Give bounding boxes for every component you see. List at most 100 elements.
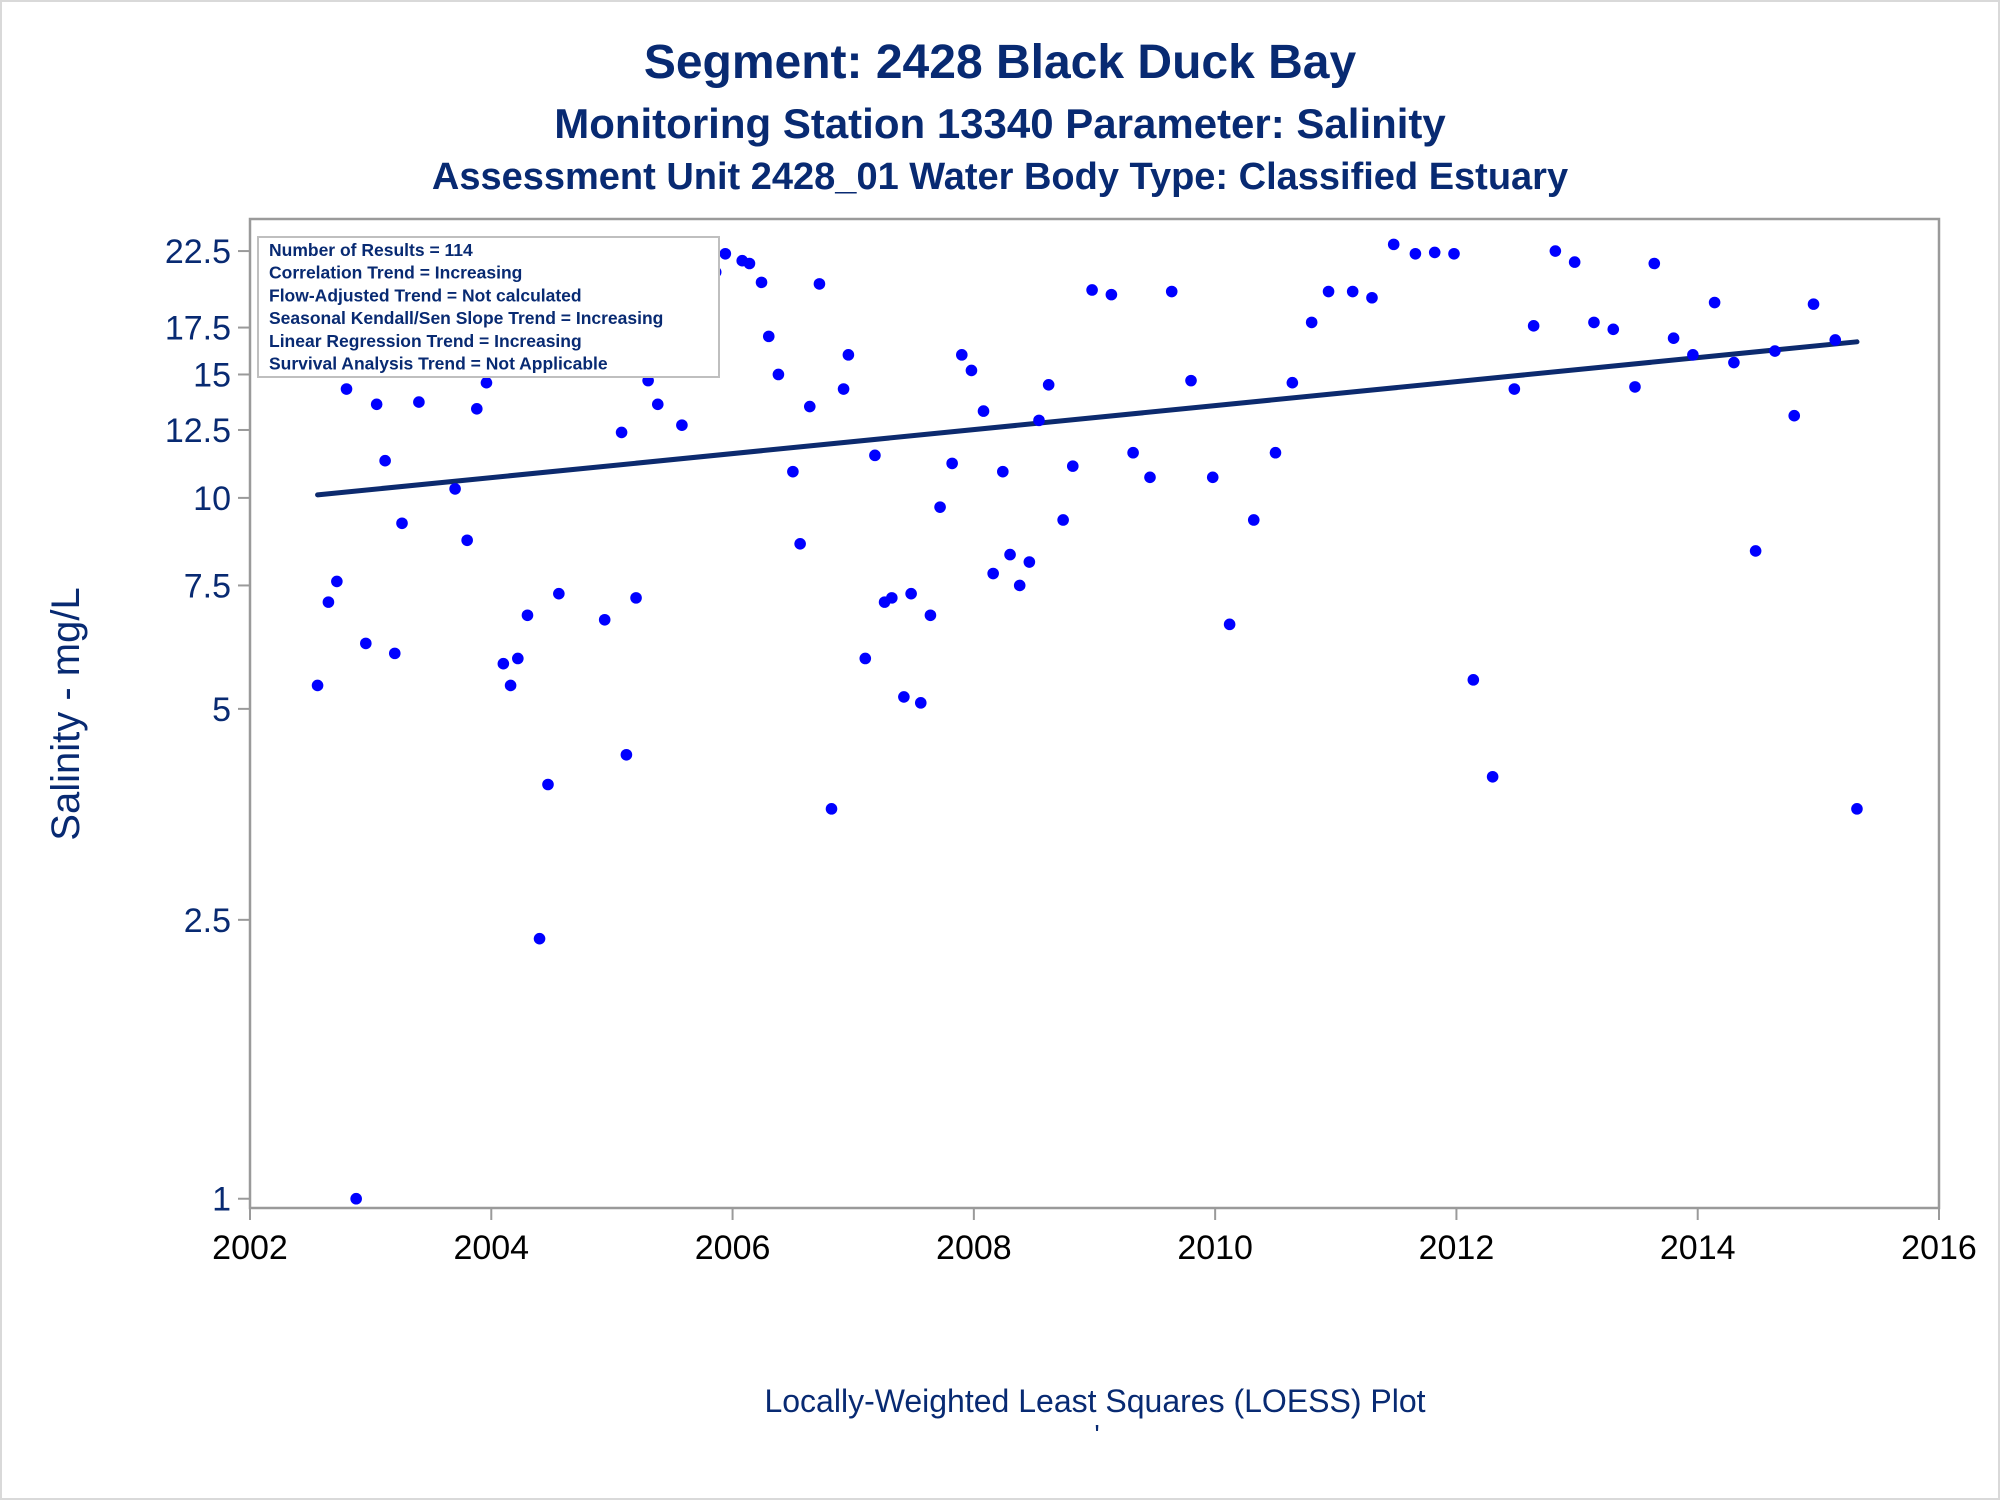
data-point bbox=[803, 400, 816, 413]
data-point bbox=[1467, 674, 1480, 686]
data-point bbox=[1588, 316, 1600, 329]
data-point bbox=[676, 419, 688, 431]
data-point bbox=[1247, 514, 1260, 526]
y-tick-label: 22.5 bbox=[165, 233, 231, 271]
data-point bbox=[388, 647, 401, 660]
data-point bbox=[886, 592, 898, 604]
data-point bbox=[898, 691, 910, 703]
data-point bbox=[934, 501, 946, 513]
data-point bbox=[331, 575, 343, 588]
data-point bbox=[787, 465, 799, 478]
data-point bbox=[553, 587, 565, 600]
data-point bbox=[1033, 414, 1045, 427]
data-point bbox=[1687, 349, 1699, 361]
stats-line: Flow-Adjusted Trend = Not calculated bbox=[269, 285, 582, 305]
data-point bbox=[598, 613, 611, 626]
data-point bbox=[1568, 256, 1581, 268]
stats-box: Number of Results = 114 Correlation Trend… bbox=[257, 236, 720, 378]
data-point bbox=[379, 454, 391, 467]
data-point bbox=[449, 483, 461, 495]
data-point bbox=[1749, 545, 1762, 557]
data-point bbox=[1428, 246, 1441, 259]
x-tick-label: 2012 bbox=[1419, 1229, 1495, 1267]
data-point bbox=[1807, 298, 1820, 310]
chart-subtitle-unit: Assessment Unit 2428_01 Water Body Type:… bbox=[431, 156, 1569, 198]
data-point bbox=[1708, 296, 1721, 309]
x-tick-label: 2004 bbox=[453, 1229, 529, 1267]
data-point bbox=[869, 449, 881, 462]
data-point bbox=[794, 537, 806, 550]
data-point bbox=[1346, 285, 1359, 298]
data-point bbox=[842, 349, 855, 361]
chart-subtitle: Monitoring Station 13340 Parameter: Sali… bbox=[554, 100, 1446, 147]
data-point bbox=[987, 567, 999, 580]
data-point bbox=[1286, 376, 1299, 389]
stats-line: Number of Results = 114 bbox=[269, 240, 473, 260]
data-point bbox=[743, 257, 756, 270]
data-point bbox=[630, 592, 642, 604]
data-point bbox=[813, 278, 826, 290]
data-point bbox=[1607, 323, 1620, 336]
y-axis-title: Salinity - mg/L bbox=[44, 587, 88, 840]
data-point bbox=[512, 652, 524, 665]
data-point bbox=[762, 330, 775, 343]
y-tick-label: 17.5 bbox=[165, 310, 231, 348]
data-point bbox=[471, 403, 483, 415]
data-point bbox=[461, 534, 473, 547]
data-point bbox=[977, 405, 990, 417]
x-axis: 2002 2004 2006 2008 2010 2012 2014 2016 bbox=[212, 1208, 1977, 1267]
data-point bbox=[521, 609, 534, 622]
data-point bbox=[350, 1192, 362, 1205]
data-point bbox=[1165, 285, 1178, 298]
data-point bbox=[719, 247, 732, 260]
data-point bbox=[1057, 514, 1069, 526]
data-point bbox=[905, 587, 917, 600]
data-point bbox=[533, 932, 546, 945]
data-point bbox=[1829, 334, 1842, 346]
data-point bbox=[1409, 247, 1422, 260]
data-point bbox=[651, 398, 664, 411]
data-point bbox=[1013, 579, 1026, 592]
y-tick-label: 12.5 bbox=[165, 412, 231, 450]
data-point bbox=[480, 376, 493, 389]
data-point bbox=[1004, 548, 1016, 561]
stats-line: Seasonal Kendall/Sen Slope Trend = Incre… bbox=[269, 308, 663, 328]
data-point bbox=[1387, 238, 1400, 251]
data-point bbox=[1144, 471, 1156, 484]
data-point bbox=[1486, 770, 1499, 783]
data-point bbox=[1127, 446, 1139, 459]
y-tick-label: 15 bbox=[193, 356, 231, 394]
data-point bbox=[360, 637, 372, 650]
chart-title: Segment: 2428 Black Duck Bay bbox=[643, 36, 1357, 89]
data-point bbox=[1086, 284, 1098, 296]
data-point bbox=[914, 697, 927, 709]
data-point bbox=[859, 652, 872, 665]
data-point bbox=[322, 596, 335, 608]
data-point bbox=[1366, 291, 1378, 304]
data-point bbox=[1629, 381, 1641, 393]
data-point bbox=[1105, 288, 1118, 301]
data-point bbox=[1648, 257, 1661, 270]
data-point bbox=[615, 426, 628, 439]
stats-line: Survival Analysis Trend = Not Applicable bbox=[269, 354, 608, 374]
data-point bbox=[1448, 247, 1460, 260]
data-point bbox=[772, 368, 785, 381]
y-tick-label: 1 bbox=[212, 1181, 231, 1219]
data-point bbox=[1066, 460, 1079, 472]
data-point bbox=[924, 609, 937, 622]
stats-line: Correlation Trend = Increasing bbox=[269, 263, 522, 283]
data-points bbox=[311, 238, 1863, 1205]
plot-area bbox=[248, 217, 1941, 1210]
data-point bbox=[396, 517, 408, 530]
data-point bbox=[340, 383, 353, 395]
stats-box-frame bbox=[257, 236, 720, 378]
data-point bbox=[1527, 320, 1540, 332]
y-tick-label: 5 bbox=[212, 691, 231, 729]
data-point bbox=[1023, 556, 1036, 568]
data-point bbox=[1769, 345, 1781, 357]
data-point bbox=[1788, 409, 1801, 422]
footnote-text: Locally-Weighted Least Squares (LOESS) P… bbox=[764, 1383, 1425, 1419]
y-tick-label: 2.5 bbox=[184, 902, 231, 940]
